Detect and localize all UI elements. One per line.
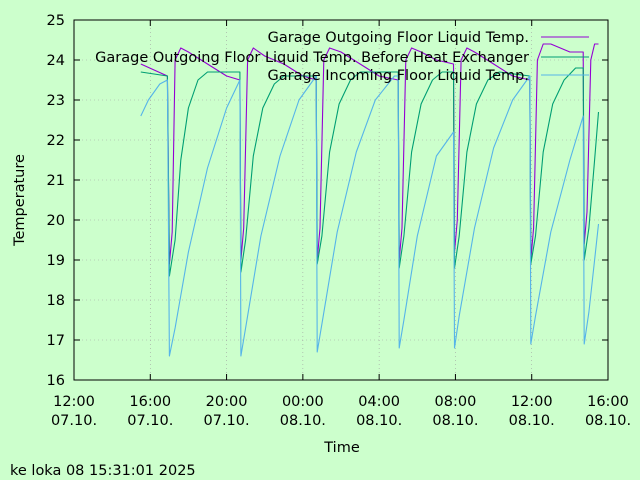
x-tick-time-label: 00:00 [282, 394, 324, 410]
y-axis-ticks: 16 17 18 19 20 21 22 23 24 25 [47, 13, 608, 389]
x-tick-time-label: 16:00 [129, 394, 171, 410]
x-tick-date-label: 08.10. [432, 413, 478, 429]
series-layer [140, 43, 600, 357]
y-axis-label: Temperature [12, 154, 28, 247]
x-tick-time-label: 12:00 [511, 394, 553, 410]
x-tick-date-label: 08.10. [280, 413, 326, 429]
timestamp: ke loka 08 15:31:01 2025 [10, 463, 196, 479]
legend: Garage Outgoing Floor Liquid Temp. Garage… [95, 30, 589, 84]
y-tick-label: 16 [47, 373, 65, 389]
x-tick-time-label: 08:00 [435, 394, 477, 410]
x-tick-date-label: 07.10. [51, 413, 97, 429]
y-tick-label: 25 [47, 13, 65, 29]
x-tick-date-label: 07.10. [127, 413, 173, 429]
legend-label-1: Garage Outgoing Floor Liquid Temp. [268, 30, 529, 46]
y-tick-label: 17 [47, 333, 65, 349]
x-tick-date-label: 08.10. [356, 413, 402, 429]
series-line-2 [140, 67, 600, 277]
x-tick-date-label: 07.10. [204, 413, 250, 429]
y-tick-label: 24 [47, 53, 65, 69]
y-tick-label: 20 [47, 213, 65, 229]
y-tick-label: 22 [47, 133, 65, 149]
series-line-3 [140, 75, 600, 357]
y-tick-label: 21 [47, 173, 65, 189]
y-tick-label: 23 [47, 93, 65, 109]
x-tick-date-label: 08.10. [585, 413, 631, 429]
legend-label-3: Garage Incoming Floor Liquid Temp. [268, 68, 529, 84]
x-tick-time-label: 04:00 [358, 394, 400, 410]
x-tick-date-label: 08.10. [509, 413, 555, 429]
x-tick-time-label: 16:00 [587, 394, 629, 410]
x-tick-time-label: 12:00 [53, 394, 95, 410]
x-axis-ticks: 12:00 07.10. 16:00 07.10. 20:00 07.10. 00:00 08… [51, 20, 631, 429]
legend-label-2: Garage Outgoing Floor Liquid Temp. Befor… [95, 50, 529, 66]
y-tick-label: 18 [47, 293, 65, 309]
x-tick-time-label: 20:00 [206, 394, 248, 410]
x-axis-label: Time [323, 440, 360, 456]
plot-frame [73, 19, 609, 381]
y-tick-label: 19 [47, 253, 65, 269]
